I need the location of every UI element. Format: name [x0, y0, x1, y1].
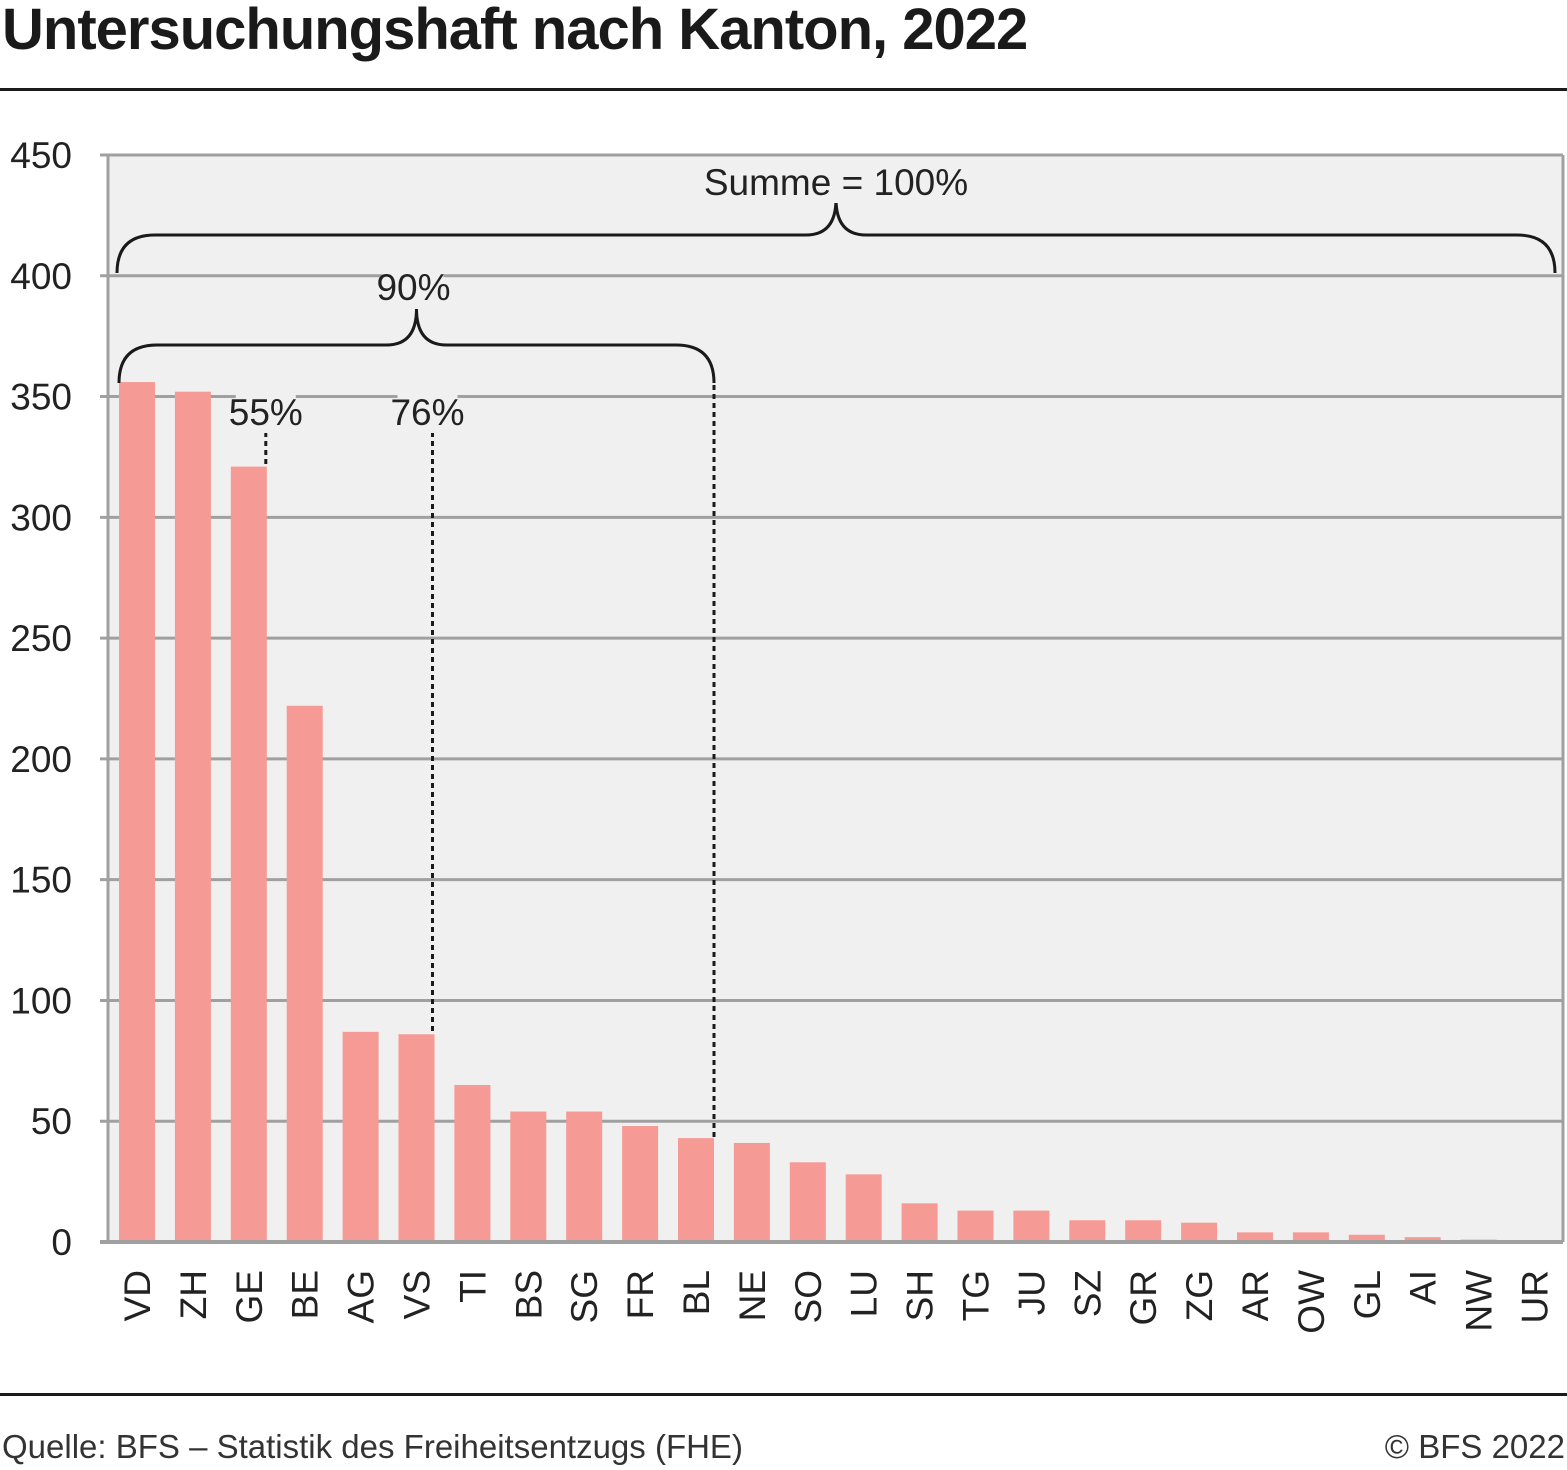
y-tick-label: 0 [51, 1222, 72, 1263]
y-tick-label: 400 [10, 256, 72, 297]
source-note: Quelle: BFS – Statistik des Freiheitsent… [2, 1428, 743, 1465]
chart-title: Untersuchungshaft nach Kanton, 2022 [2, 0, 1028, 62]
bar-lu [845, 1174, 882, 1242]
x-tick-label: AR [1235, 1270, 1276, 1321]
bar-ar [1237, 1232, 1273, 1242]
x-tick-label: TG [956, 1270, 997, 1321]
bar-bs [510, 1111, 547, 1242]
p76-label-bg [397, 395, 458, 433]
y-tick-label: 450 [10, 135, 72, 176]
x-tick-label: UR [1515, 1270, 1556, 1323]
bar-so [789, 1162, 826, 1242]
x-tick-label: OW [1291, 1270, 1332, 1334]
x-tick-label: SO [788, 1270, 829, 1323]
x-tick-label: GR [1123, 1270, 1164, 1326]
x-tick-label: AI [1403, 1270, 1444, 1305]
p90-label-bg [383, 270, 444, 308]
x-tick-label: VD [117, 1270, 158, 1321]
title-divider [0, 88, 1567, 91]
x-tick-label: NW [1459, 1270, 1500, 1332]
p55-label-bg [235, 395, 296, 433]
total-label: Summe = 100% [704, 162, 968, 203]
bar-zg [1181, 1222, 1218, 1242]
footer-divider [0, 1393, 1567, 1396]
x-tick-label: SG [564, 1270, 605, 1323]
bar-vs [398, 1034, 435, 1242]
y-tick-label: 250 [10, 618, 72, 659]
bar-ge [230, 466, 267, 1242]
bar-be [286, 705, 323, 1242]
total-label-bg [716, 165, 956, 203]
p76-label: 76% [390, 392, 464, 433]
x-tick-label: AG [341, 1270, 382, 1323]
x-tick-label: GL [1347, 1270, 1388, 1319]
x-tick-label: JU [1011, 1270, 1052, 1315]
x-tick-label: FR [620, 1270, 661, 1319]
y-tick-label: 50 [31, 1101, 72, 1142]
x-tick-label: ZG [1179, 1270, 1220, 1321]
bar-ag [342, 1031, 379, 1242]
bar-ne [733, 1142, 770, 1242]
x-tick-label: LU [844, 1270, 885, 1317]
p90-label: 90% [376, 267, 450, 308]
y-tick-label: 150 [10, 860, 72, 901]
x-tick-label: BL [676, 1270, 717, 1315]
bar-ai [1404, 1237, 1441, 1242]
bar-sg [566, 1111, 603, 1242]
bar-bl [678, 1138, 714, 1242]
y-tick-label: 100 [10, 980, 72, 1021]
x-tick-label: GE [229, 1270, 270, 1323]
x-tick-label: BE [285, 1270, 326, 1319]
bar-zh [174, 391, 211, 1242]
p90-brace [117, 308, 716, 384]
y-tick-label: 300 [10, 497, 72, 538]
plot-area [108, 155, 1563, 1242]
bar-gr [1125, 1220, 1162, 1242]
bar-ow [1292, 1232, 1329, 1242]
x-tick-label: NE [732, 1270, 773, 1321]
bar-fr [622, 1126, 659, 1242]
copyright-note: © BFS 2022 [1384, 1428, 1565, 1465]
x-tick-label: ZH [173, 1270, 214, 1319]
x-tick-label: SZ [1067, 1270, 1108, 1317]
bar-ti [454, 1084, 491, 1242]
bar-ju [1013, 1210, 1050, 1242]
bar-sz [1069, 1220, 1106, 1242]
y-tick-label: 350 [10, 377, 72, 418]
p55-label: 55% [229, 392, 303, 433]
x-tick-label: BS [508, 1270, 549, 1319]
bar-sh [901, 1203, 938, 1242]
y-tick-label: 200 [10, 739, 72, 780]
x-tick-label: VS [397, 1270, 438, 1319]
bar-vd [119, 382, 155, 1242]
x-tick-label: TI [452, 1270, 493, 1303]
bar-tg [957, 1210, 994, 1242]
x-tick-label: SH [900, 1270, 941, 1321]
bar-gl [1348, 1234, 1385, 1242]
